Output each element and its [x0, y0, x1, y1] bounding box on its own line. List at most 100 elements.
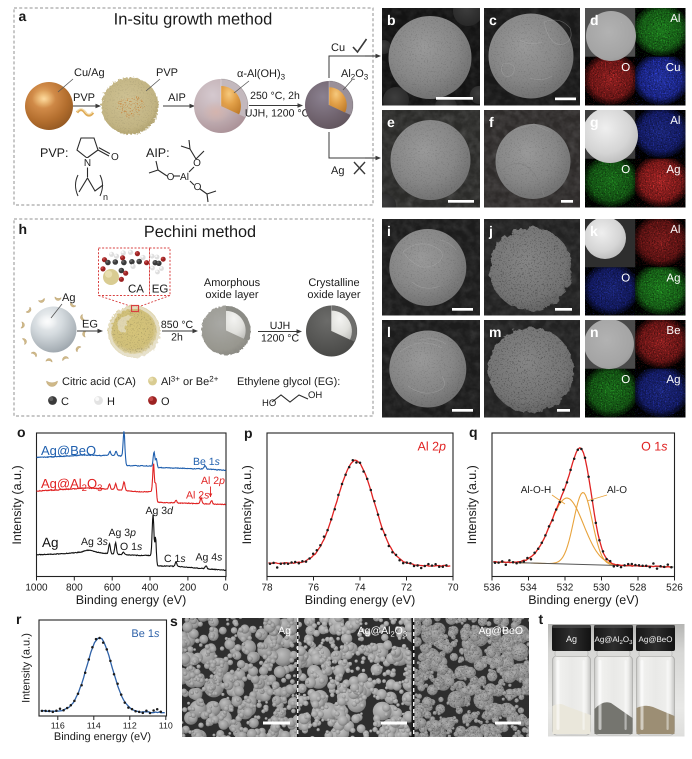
svg-text:Al-O: Al-O [607, 485, 627, 496]
svg-text:HO: HO [262, 398, 276, 409]
svg-text:Intensity (a.u.): Intensity (a.u.) [10, 465, 24, 544]
svg-text:Cu: Cu [666, 62, 681, 74]
svg-text:74: 74 [354, 583, 366, 594]
svg-text:Ag@BeO: Ag@BeO [41, 443, 96, 458]
svg-text:PVP: PVP [156, 67, 178, 79]
svg-text:Al: Al [670, 224, 680, 236]
svg-text:O: O [621, 62, 630, 74]
svg-text:b: b [387, 12, 396, 28]
svg-text:H: H [107, 396, 115, 408]
svg-text:850 °C: 850 °C [161, 319, 194, 331]
svg-text:O: O [111, 152, 119, 163]
svg-text:Ag: Ag [331, 165, 344, 177]
svg-text:Ag: Ag [666, 164, 680, 176]
svg-text:CA: CA [128, 284, 144, 296]
svg-text:Ag 3s: Ag 3s [81, 536, 109, 548]
svg-text:f: f [489, 114, 494, 130]
svg-text:110: 110 [159, 720, 173, 730]
svg-text:530: 530 [593, 583, 610, 594]
svg-text:Ag: Ag [62, 292, 75, 304]
svg-text:h: h [19, 221, 28, 237]
svg-text:PVP:: PVP: [40, 146, 69, 160]
svg-text:Binding energy (eV): Binding energy (eV) [54, 731, 151, 743]
svg-text:oxide layer: oxide layer [205, 289, 259, 301]
svg-text:78: 78 [261, 583, 273, 594]
svg-text:Binding energy (eV): Binding energy (eV) [305, 593, 415, 607]
svg-text:Al 2s: Al 2s [186, 490, 210, 502]
svg-text:Binding energy (eV): Binding energy (eV) [76, 593, 186, 607]
svg-text:70: 70 [447, 583, 459, 594]
svg-text:O: O [161, 396, 170, 408]
svg-text:O: O [194, 182, 202, 193]
svg-text:UJH: UJH [270, 320, 290, 332]
svg-text:k: k [590, 223, 598, 239]
svg-text:Ag: Ag [278, 625, 291, 637]
svg-text:1200 °C: 1200 °C [261, 333, 299, 345]
svg-text:EG: EG [152, 284, 169, 296]
svg-text:116: 116 [51, 720, 65, 730]
svg-text:O: O [167, 172, 175, 183]
svg-text:i: i [387, 223, 391, 239]
svg-text:g: g [590, 114, 599, 130]
svg-text:O: O [621, 164, 630, 176]
svg-text:In-situ growth method: In-situ growth method [114, 11, 273, 29]
svg-text:Ag: Ag [566, 634, 577, 644]
svg-text:j: j [488, 223, 493, 239]
svg-text:Ag: Ag [42, 535, 59, 550]
svg-text:AIP: AIP [168, 92, 186, 104]
svg-text:Be: Be [666, 325, 680, 337]
svg-text:m: m [489, 324, 501, 340]
svg-text:Ag@Al2O3: Ag@Al2O3 [595, 635, 634, 646]
svg-text:112: 112 [123, 720, 137, 730]
svg-text:Al: Al [670, 115, 680, 127]
svg-text:n: n [590, 324, 599, 340]
svg-text:200: 200 [180, 583, 197, 594]
svg-text:536: 536 [484, 583, 501, 594]
svg-text:α-Al(OH)3: α-Al(OH)3 [237, 68, 286, 82]
svg-text:Ethylene glycol (EG):: Ethylene glycol (EG): [237, 376, 340, 388]
svg-text:Intensity (a.u.): Intensity (a.u.) [21, 633, 33, 703]
svg-text:76: 76 [308, 583, 320, 594]
svg-text:PVP: PVP [73, 92, 95, 104]
svg-text:Al2O3: Al2O3 [341, 68, 369, 82]
svg-text:800: 800 [66, 583, 83, 594]
svg-text:p: p [244, 425, 253, 441]
svg-text:400: 400 [142, 583, 159, 594]
svg-text:2h: 2h [171, 332, 183, 344]
svg-text:Ag@BeO: Ag@BeO [478, 625, 523, 637]
svg-text:n: n [103, 192, 108, 202]
svg-text:AIP:: AIP: [146, 146, 170, 160]
svg-text:d: d [590, 12, 599, 28]
svg-text:Cu/Ag: Cu/Ag [74, 67, 105, 79]
svg-text:O: O [193, 158, 201, 169]
svg-text:Intensity (a.u.): Intensity (a.u.) [465, 465, 479, 544]
svg-text:0: 0 [223, 583, 229, 594]
svg-text:oxide layer: oxide layer [307, 289, 361, 301]
svg-text:526: 526 [666, 583, 683, 594]
svg-text:Al: Al [180, 172, 189, 183]
svg-text:Ag 3p: Ag 3p [109, 527, 137, 539]
svg-text:q: q [469, 424, 478, 440]
svg-text:t: t [539, 611, 544, 627]
svg-text:Ag@Al2O3: Ag@Al2O3 [41, 476, 102, 494]
svg-text:s: s [170, 613, 178, 629]
svg-text:O 1s: O 1s [641, 440, 667, 454]
svg-text:Cu: Cu [331, 42, 345, 54]
svg-text:Al-O-H: Al-O-H [521, 485, 552, 496]
svg-text:532: 532 [557, 583, 574, 594]
svg-text:UJH, 1200 °C: UJH, 1200 °C [245, 108, 310, 120]
svg-text:o: o [17, 424, 26, 440]
svg-text:114: 114 [87, 720, 101, 730]
svg-text:l: l [387, 324, 391, 340]
svg-text:Ag@BeO: Ag@BeO [639, 635, 673, 644]
svg-text:Pechini method: Pechini method [144, 223, 256, 241]
svg-text:Intensity (a.u.): Intensity (a.u.) [240, 465, 254, 544]
svg-text:Ag@Al2O3: Ag@Al2O3 [358, 625, 407, 639]
svg-text:Ag: Ag [666, 374, 680, 386]
svg-text:Al: Al [670, 13, 680, 25]
svg-text:Ag 3d: Ag 3d [146, 505, 175, 517]
svg-text:a: a [19, 8, 27, 24]
svg-text:C: C [61, 396, 69, 408]
svg-text:Be 1s: Be 1s [131, 628, 160, 640]
svg-text:Citric acid (CA): Citric acid (CA) [62, 376, 136, 388]
